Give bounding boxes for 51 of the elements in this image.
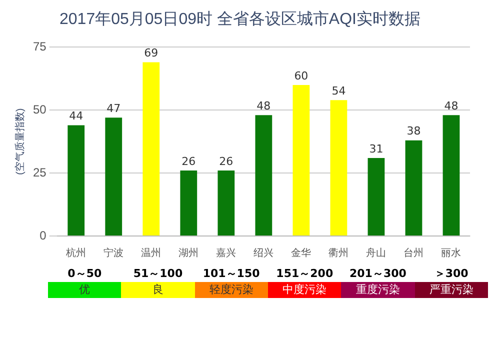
text: 0～50 (66, 266, 103, 282)
x-tick-label: 台州 (404, 246, 424, 259)
data-label: 69 (144, 46, 158, 60)
y-tick-label: 25 (32, 165, 47, 180)
x-tick-label: 宁波 (104, 246, 124, 259)
bar (368, 158, 385, 236)
x-tick-label: 丽水 (441, 246, 462, 259)
text: 151～200 (275, 266, 334, 282)
x-tick-label: 温州 (141, 246, 162, 259)
data-label: 47 (106, 102, 121, 116)
y-tick-label: 0 (40, 228, 47, 242)
data-label: 54 (332, 84, 346, 98)
bar (405, 140, 422, 236)
y-axis-title: (空气质量指数) (14, 108, 26, 175)
data-label: 48 (256, 100, 271, 113)
bar (180, 170, 198, 236)
data-label: 44 (69, 110, 84, 123)
data-label: 26 (219, 154, 234, 168)
x-tick-label: 杭州 (65, 246, 86, 259)
text: 中度污染 (268, 282, 342, 298)
bar (442, 115, 460, 236)
bar (330, 100, 348, 236)
x-tick-label: 衢州 (328, 246, 349, 259)
bar (218, 170, 235, 236)
x-tick-label: 湖州 (178, 246, 199, 259)
data-label: 60 (294, 69, 308, 82)
text: 轻度污染 (194, 282, 268, 298)
x-tick-label: 金华 (291, 246, 312, 259)
data-label: 38 (406, 124, 421, 138)
text: 良 (121, 282, 195, 298)
bar (105, 118, 122, 236)
bar (68, 125, 85, 236)
bar (142, 62, 160, 236)
text: 重度污染 (341, 282, 415, 298)
y-tick-label: 50 (32, 102, 47, 116)
data-label: 31 (369, 142, 384, 156)
bar (255, 115, 272, 236)
x-tick-label: 舟山 (366, 246, 386, 259)
text: 201～300 (348, 266, 408, 282)
text: 优 (48, 282, 122, 298)
x-tick-label: 嘉兴 (216, 246, 236, 259)
text: 51～100 (132, 266, 184, 282)
data-label: 26 (182, 154, 196, 168)
y-tick-label: 75 (32, 40, 47, 54)
x-tick-label: 绍兴 (254, 246, 274, 259)
text: 严重污染 (414, 282, 488, 298)
text: ＞300 (433, 266, 470, 282)
data-label: 48 (444, 100, 458, 113)
bar (292, 84, 310, 236)
chart-title: 2017年05月05日09时 全省各设区城市AQI实时数据 (60, 10, 420, 28)
text: 101～150 (202, 266, 261, 282)
